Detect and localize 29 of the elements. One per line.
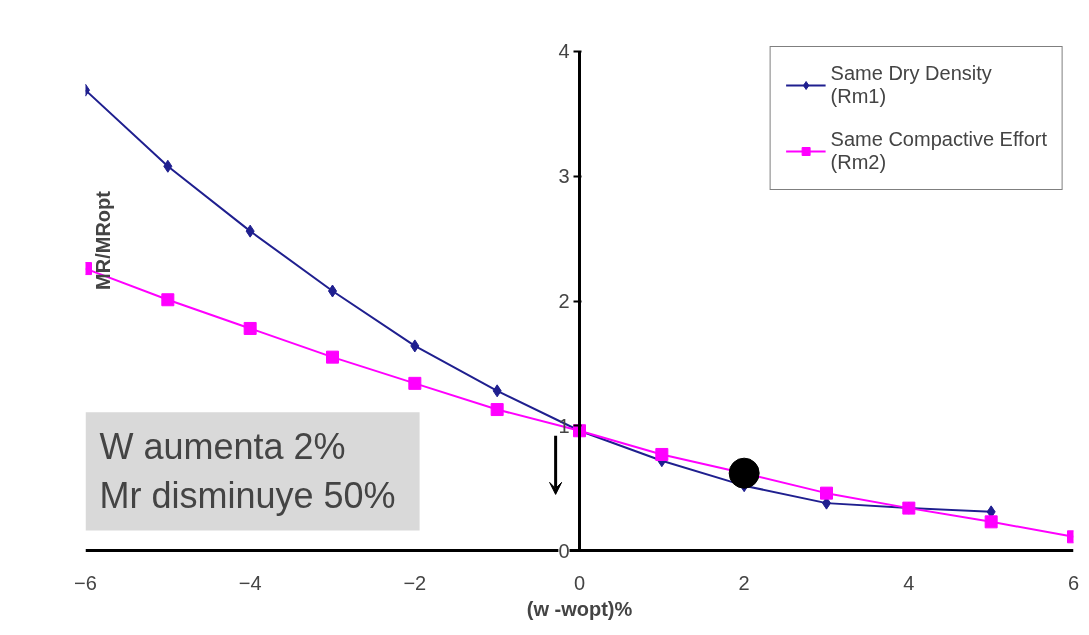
point [161, 293, 175, 307]
annotation: W aumenta 2% Mr disminuye 50% [99, 426, 396, 517]
y-tick-label: 3 [558, 165, 570, 188]
legend-label: Same Dry Density (Rm1) [830, 62, 992, 108]
point [820, 486, 833, 500]
point [490, 403, 504, 417]
point [163, 159, 173, 173]
x-tick-label: −2 [403, 571, 427, 594]
x-tick-label: 2 [738, 571, 750, 594]
x-axis-title: (w -wopt)% [526, 597, 633, 620]
point [243, 321, 257, 335]
y-tick-label: 0 [558, 539, 570, 562]
point [326, 350, 339, 364]
y-tick-label: 4 [558, 40, 570, 63]
point [492, 384, 502, 398]
y-axis-title: MR/MRopt [91, 190, 114, 290]
point [655, 447, 669, 461]
x-tick-label: −6 [74, 571, 97, 594]
x-tick-label: −4 [238, 571, 262, 594]
point [728, 457, 760, 489]
point [410, 339, 420, 353]
point [245, 224, 255, 238]
x-tick-label: 6 [1067, 571, 1080, 594]
point [984, 515, 998, 529]
x-tick-label: 4 [903, 571, 915, 594]
legend-label: Same Compactive Effort (Rm2) [830, 128, 1047, 174]
y-tick-label: 2 [558, 290, 570, 312]
point [408, 376, 422, 390]
x-tick-label: 0 [573, 571, 586, 594]
